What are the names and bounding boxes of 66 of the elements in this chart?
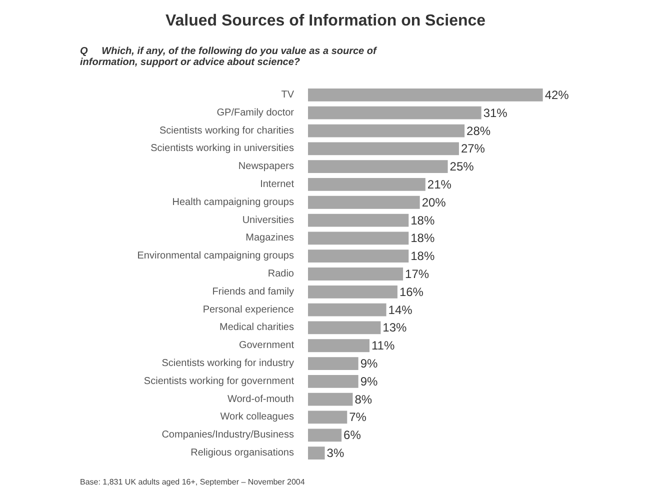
bar <box>308 106 482 120</box>
bar <box>308 160 448 174</box>
y-tick-label: Environmental campaigning groups <box>137 250 294 262</box>
bar <box>308 285 398 298</box>
bar <box>308 410 348 424</box>
bar <box>308 303 386 316</box>
text: Base: 1,831 UK adults aged 16+, September – November 2004 <box>80 478 306 486</box>
y-tick-label: Magazines <box>246 232 294 244</box>
data-label: 9% <box>360 374 378 388</box>
y-tick-label: GP/Family doctor <box>216 107 295 118</box>
data-label: 25% <box>450 160 474 174</box>
data-label: 7% <box>349 410 367 424</box>
y-tick-label: Medical charities <box>220 322 294 334</box>
bar <box>308 357 358 370</box>
data-label: 21% <box>427 177 452 192</box>
data-label: 13% <box>382 320 408 335</box>
data-label: 20% <box>422 195 446 210</box>
chart-subtitle: Q Which, if any, of the following do you value as a source of information, support or advice about science? <box>80 46 380 68</box>
y-tick-label: Word-of-mouth <box>227 394 294 405</box>
bar <box>308 268 404 280</box>
y-tick-label: Companies/Industry/Business <box>162 430 294 441</box>
y-tick-label: Universities <box>242 214 294 226</box>
bar <box>308 232 409 245</box>
data-label: 3% <box>326 446 344 460</box>
y-tick-label: TV <box>281 89 294 100</box>
data-label: 14% <box>388 302 413 317</box>
y-tick-label: Scientists working for charities <box>160 125 294 136</box>
y-tick-label: Work colleagues <box>220 412 294 423</box>
y-tick-label: Internet <box>260 178 294 190</box>
y-tick-label: Scientists working in universities <box>150 143 294 154</box>
bar <box>308 428 342 442</box>
data-label: 18% <box>410 249 435 264</box>
data-label: 18% <box>410 231 435 246</box>
data-label: 31% <box>483 106 508 120</box>
data-label: 27% <box>460 142 486 156</box>
bar <box>308 321 381 334</box>
bar <box>308 124 465 138</box>
y-tick-label: Radio <box>268 268 294 280</box>
y-tick-label: Friends and family <box>212 286 294 298</box>
data-label: 6% <box>344 428 362 442</box>
bar <box>308 214 409 227</box>
bar <box>308 196 420 209</box>
bar <box>308 374 358 388</box>
y-tick-label: Government <box>238 340 294 352</box>
chart-title: Valued Sources of Information on Science <box>165 12 486 30</box>
data-label: 8% <box>354 392 372 406</box>
data-label: 11% <box>372 338 395 353</box>
y-tick-label: Health campaigning groups <box>172 196 294 208</box>
data-label: 17% <box>405 267 430 281</box>
y-tick-label: Scientists working for government <box>144 376 294 387</box>
bar <box>308 250 409 263</box>
y-tick-label: Newspapers <box>238 161 294 172</box>
data-label: 16% <box>399 284 424 299</box>
bar <box>308 88 543 102</box>
data-label: 9% <box>360 356 378 371</box>
data-label: 28% <box>466 124 491 138</box>
y-tick-label: Scientists working for industry <box>162 358 294 370</box>
bar <box>308 178 426 191</box>
bar <box>308 339 370 352</box>
y-tick-label: Religious organisations <box>190 448 294 459</box>
bar <box>308 392 353 406</box>
data-label: 42% <box>544 88 570 102</box>
bar <box>308 446 325 460</box>
bar <box>308 142 459 156</box>
data-label: 18% <box>410 213 435 228</box>
y-tick-label: Personal experience <box>202 304 294 316</box>
